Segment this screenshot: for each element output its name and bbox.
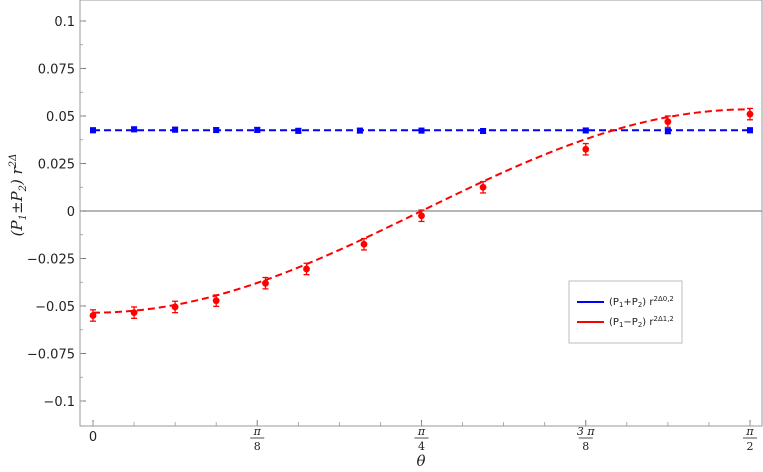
- data-point-sum: [213, 127, 220, 134]
- y-axis-ticks: −0.1 −0.075 −0.05 −0.025 0 0.025 0.05 0.075 0.1: [27, 15, 86, 410]
- data-point-sum: [747, 127, 753, 134]
- data-point-diff: [171, 303, 179, 311]
- data-point-diff: [360, 240, 368, 248]
- x-tick-label-numerator: π: [417, 425, 426, 438]
- data-point-diff: [130, 309, 138, 317]
- y-tick-label: −0.025: [27, 253, 75, 268]
- x-tick-label-numerator: 3 π: [577, 425, 595, 438]
- data-point-diff: [89, 312, 97, 319]
- x-axis-ticks: 0 π 8 π 4 3 π 8 π 2: [89, 420, 757, 453]
- x-axis-label: θ: [416, 452, 425, 470]
- data-point-sum: [582, 127, 589, 134]
- data-point-sum: [90, 127, 96, 134]
- data-point-diff: [746, 110, 754, 118]
- x-tick-label: 0: [89, 430, 97, 445]
- y-tick-label: 0: [67, 205, 75, 220]
- data-point-diff: [418, 212, 425, 220]
- data-point-sum: [480, 128, 487, 135]
- data-point-diff: [262, 279, 269, 287]
- data-point-diff: [479, 183, 487, 191]
- data-point-sum: [172, 126, 179, 133]
- data-point-diff: [664, 118, 672, 126]
- y-tick-label: 0.075: [38, 63, 75, 78]
- y-tick-label: −0.1: [43, 395, 75, 410]
- data-point-sum: [131, 126, 138, 133]
- data-point-sum: [356, 127, 363, 134]
- data-point-sum: [295, 127, 302, 134]
- legend-box: [568, 280, 683, 344]
- x-tick-label-denominator: 4: [418, 440, 425, 453]
- y-tick-label: 0.025: [38, 158, 75, 173]
- data-point-sum: [664, 128, 671, 135]
- y-tick-label: 0.05: [46, 110, 75, 125]
- x-tick-label-denominator: 2: [747, 440, 754, 453]
- y-tick-label: 0.1: [54, 15, 75, 30]
- y-tick-label: −0.05: [35, 300, 75, 315]
- y-axis-label: (P1±P2) r2Δ: [8, 154, 29, 237]
- x-tick-label-numerator: π: [745, 425, 754, 438]
- x-tick-label-denominator: 8: [582, 440, 589, 453]
- legend: (P1+P2) r2Δ0,2 (P1−P2) r2Δ1,2: [568, 280, 683, 344]
- data-point-diff: [212, 297, 220, 305]
- y-tick-label: −0.075: [27, 348, 75, 363]
- data-point-sum: [418, 127, 425, 134]
- x-tick-label-numerator: π: [253, 425, 262, 438]
- data-point-diff: [303, 265, 310, 273]
- data-point-sum: [254, 126, 261, 133]
- data-point-diff: [582, 145, 590, 153]
- data-points-layer: [89, 107, 754, 322]
- x-tick-label-denominator: 8: [254, 440, 261, 453]
